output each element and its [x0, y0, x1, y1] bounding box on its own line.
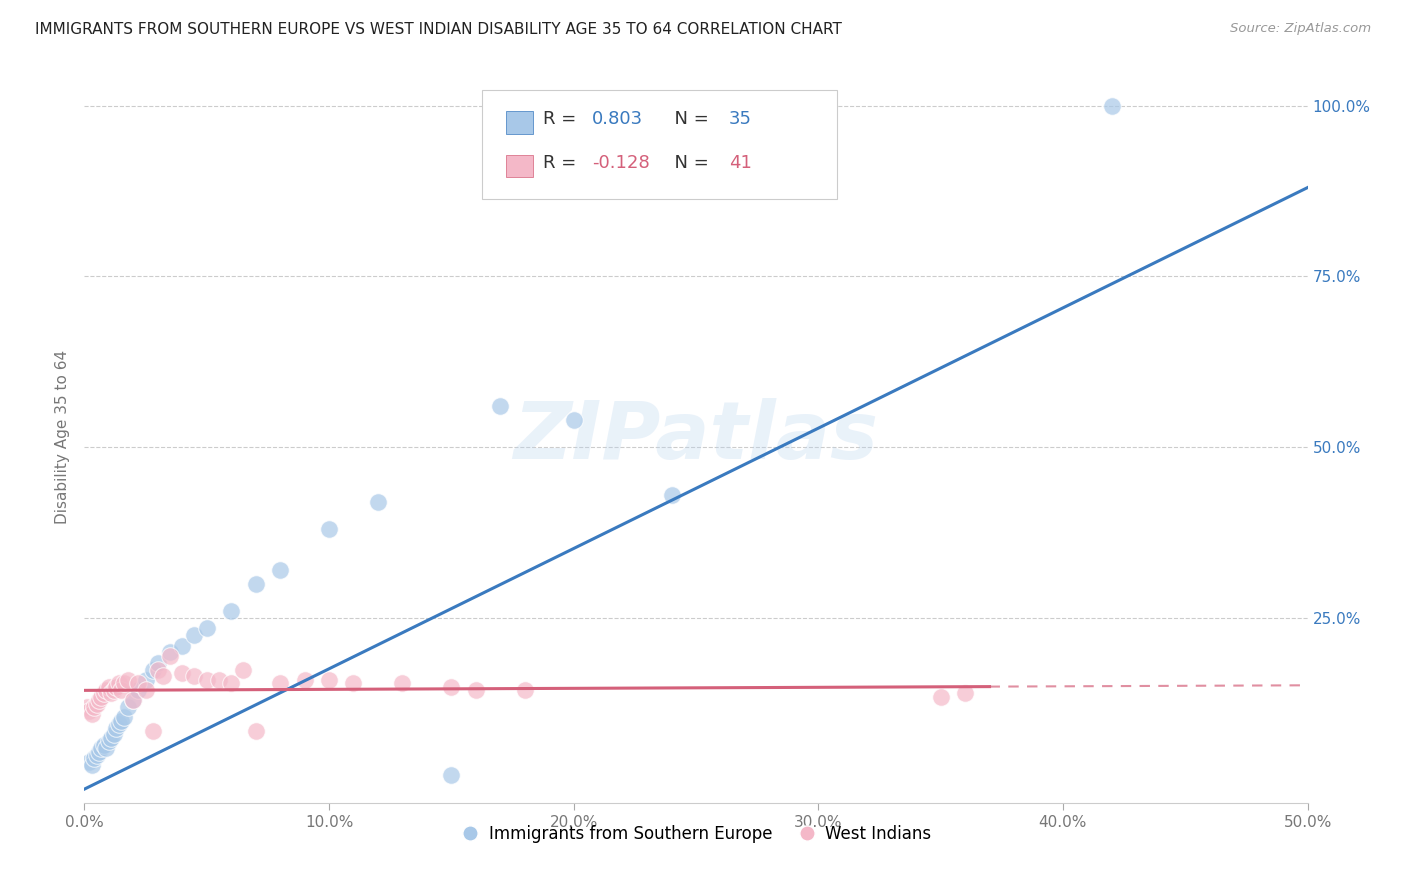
Point: [86, 747, 108, 762]
Point: [342, 676, 364, 690]
Text: 35: 35: [728, 110, 752, 128]
Text: N =: N =: [664, 153, 714, 172]
Point: [90, 690, 112, 704]
Point: [562, 413, 585, 427]
Point: [269, 563, 291, 577]
Text: R =: R =: [543, 110, 582, 128]
Point: [127, 683, 149, 698]
Text: Source: ZipAtlas.com: Source: ZipAtlas.com: [1230, 22, 1371, 36]
Point: [318, 673, 340, 687]
Point: [77, 704, 100, 718]
Point: [122, 693, 145, 707]
Point: [117, 673, 139, 687]
Point: [110, 714, 132, 728]
Text: N =: N =: [664, 110, 714, 128]
Point: [86, 697, 108, 711]
Point: [93, 738, 115, 752]
Text: ZIPatlas: ZIPatlas: [513, 398, 879, 476]
Point: [219, 604, 242, 618]
Text: IMMIGRANTS FROM SOUTHERN EUROPE VS WEST INDIAN DISABILITY AGE 35 TO 64 CORRELATI: IMMIGRANTS FROM SOUTHERN EUROPE VS WEST …: [35, 22, 842, 37]
Point: [83, 700, 105, 714]
Point: [77, 755, 100, 769]
Point: [107, 676, 129, 690]
Point: [513, 683, 536, 698]
FancyBboxPatch shape: [506, 155, 533, 178]
Point: [440, 768, 463, 782]
Point: [135, 673, 157, 687]
Point: [112, 676, 135, 690]
Point: [97, 680, 120, 694]
Point: [76, 700, 98, 714]
Point: [110, 683, 132, 698]
Point: [929, 690, 952, 704]
Point: [105, 721, 128, 735]
Point: [107, 717, 129, 731]
Point: [195, 673, 218, 687]
Point: [112, 710, 135, 724]
Point: [146, 656, 169, 670]
Point: [103, 727, 125, 741]
Point: [219, 676, 242, 690]
Point: [100, 731, 122, 745]
Text: 41: 41: [728, 153, 752, 172]
Point: [100, 686, 122, 700]
Point: [391, 676, 413, 690]
Text: -0.128: -0.128: [592, 153, 650, 172]
Point: [97, 734, 120, 748]
Point: [122, 693, 145, 707]
Point: [142, 663, 165, 677]
Point: [93, 686, 115, 700]
Point: [159, 645, 181, 659]
Point: [80, 758, 103, 772]
Point: [105, 680, 128, 694]
Point: [294, 673, 316, 687]
Point: [232, 663, 254, 677]
Text: R =: R =: [543, 153, 582, 172]
Point: [135, 683, 157, 698]
Point: [367, 495, 389, 509]
Point: [661, 488, 683, 502]
Point: [245, 724, 267, 739]
Point: [183, 628, 205, 642]
Point: [87, 693, 110, 707]
Point: [269, 676, 291, 690]
Point: [953, 686, 976, 700]
Legend: Immigrants from Southern Europe, West Indians: Immigrants from Southern Europe, West In…: [454, 818, 938, 849]
Point: [489, 400, 512, 414]
Point: [195, 622, 218, 636]
Point: [440, 680, 463, 694]
FancyBboxPatch shape: [506, 111, 533, 134]
Point: [172, 639, 194, 653]
Point: [318, 522, 340, 536]
Point: [152, 669, 174, 683]
Point: [464, 683, 486, 698]
Point: [172, 665, 194, 680]
Point: [90, 741, 112, 756]
Text: 0.803: 0.803: [592, 110, 643, 128]
Point: [103, 683, 125, 698]
Point: [96, 683, 118, 698]
Point: [117, 700, 139, 714]
Point: [208, 673, 231, 687]
Point: [142, 724, 165, 739]
Point: [96, 741, 118, 756]
Point: [146, 663, 169, 677]
FancyBboxPatch shape: [482, 90, 837, 200]
Point: [80, 706, 103, 721]
Point: [127, 676, 149, 690]
Point: [183, 669, 205, 683]
Point: [245, 577, 267, 591]
Point: [159, 648, 181, 663]
Y-axis label: Disability Age 35 to 64: Disability Age 35 to 64: [55, 350, 70, 524]
Point: [83, 751, 105, 765]
Point: [1101, 98, 1123, 112]
Point: [87, 745, 110, 759]
